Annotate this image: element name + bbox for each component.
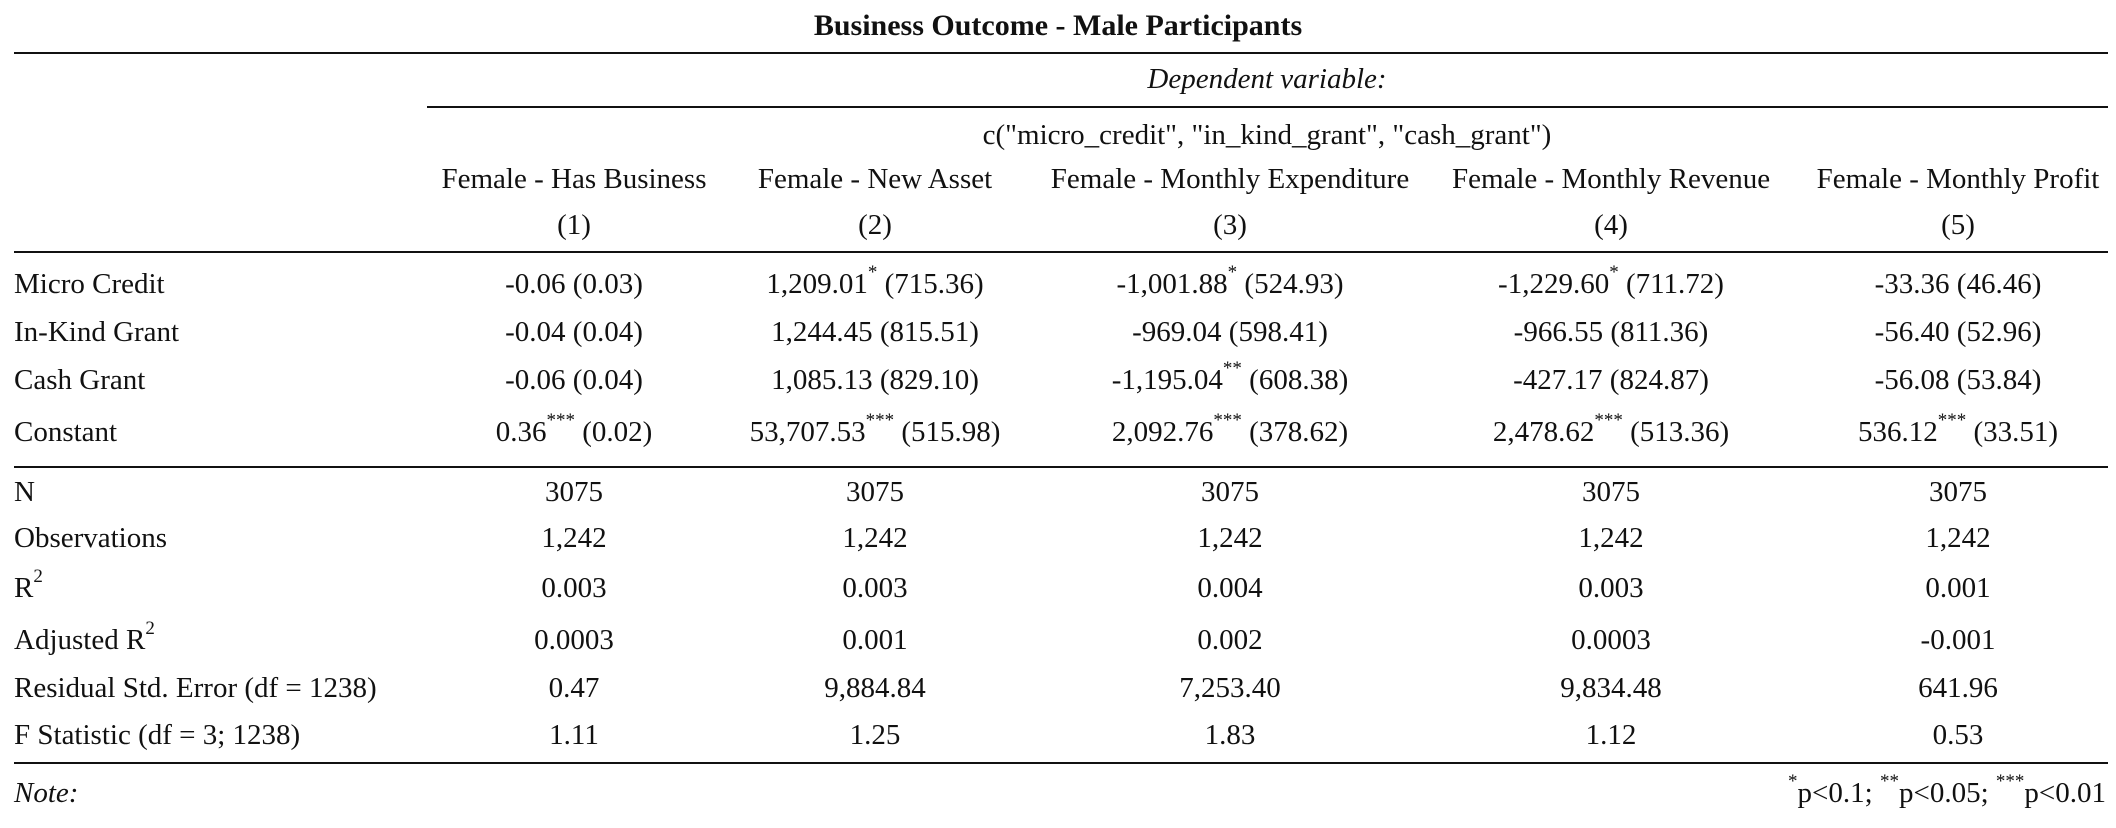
stat-cell: 3075 bbox=[1929, 476, 1987, 508]
stat-cell: 3075 bbox=[846, 476, 904, 508]
row-label-micro-credit: Micro Credit bbox=[14, 268, 165, 300]
stat-cell: 0.004 bbox=[1197, 572, 1263, 604]
significance-legend: *p<0.1; **p<0.05; ***p<0.01 bbox=[1788, 771, 2106, 809]
row-label-adjusted-r-squared: Adjusted R2 bbox=[14, 618, 155, 656]
coef-cell: -969.04 (598.41) bbox=[1132, 316, 1328, 348]
stat-cell: 0.53 bbox=[1932, 719, 1984, 751]
stat-cell: 3075 bbox=[545, 476, 603, 508]
row-label-cash-grant: Cash Grant bbox=[14, 364, 146, 396]
stat-cell: 9,884.84 bbox=[824, 672, 926, 704]
stat-cell: 0.0003 bbox=[534, 624, 614, 656]
coef-cell: -0.06 (0.03) bbox=[505, 268, 643, 300]
top-rule bbox=[14, 52, 2108, 54]
row-label-residual-std-error: Residual Std. Error (df = 1238) bbox=[14, 672, 377, 704]
column-number-5: (5) bbox=[1941, 209, 1975, 241]
column-header-2: Female - New Asset bbox=[757, 163, 993, 195]
row-label-f-statistic: F Statistic (df = 3; 1238) bbox=[14, 719, 301, 751]
note-label: Note: bbox=[14, 777, 79, 809]
stat-cell: 3075 bbox=[1201, 476, 1259, 508]
row-label-constant: Constant bbox=[14, 416, 118, 448]
stat-cell: 0.47 bbox=[548, 672, 600, 704]
stat-cell: 1.83 bbox=[1204, 719, 1256, 751]
coef-cell: 536.12*** (33.51) bbox=[1857, 410, 2059, 448]
coef-cell: 1,209.01* (715.36) bbox=[766, 262, 984, 300]
stat-cell: 0.003 bbox=[541, 572, 607, 604]
row-label-in-kind-grant: In-Kind Grant bbox=[14, 316, 180, 348]
stat-cell: 1,242 bbox=[842, 522, 908, 554]
row-label-r-squared: R2 bbox=[14, 566, 43, 604]
stat-cell: 0.002 bbox=[1197, 624, 1263, 656]
stat-cell: 1,242 bbox=[541, 522, 607, 554]
coef-cell: 2,092.76*** (378.62) bbox=[1111, 410, 1349, 448]
stat-cell: 0.003 bbox=[1578, 572, 1644, 604]
stat-cell: 1,242 bbox=[1578, 522, 1644, 554]
coef-cell: 1,244.45 (815.51) bbox=[771, 316, 979, 348]
column-header-3: Female - Monthly Expenditure bbox=[1050, 163, 1410, 195]
stat-cell: 1,242 bbox=[1197, 522, 1263, 554]
stat-cell: 641.96 bbox=[1918, 672, 1998, 704]
row-label-n: N bbox=[14, 476, 35, 508]
stat-cell: 0.003 bbox=[842, 572, 908, 604]
stat-cell: 0.001 bbox=[1925, 572, 1991, 604]
coef-cell: -33.36 (46.46) bbox=[1874, 268, 2042, 300]
column-number-3: (3) bbox=[1213, 209, 1247, 241]
row-label-observations: Observations bbox=[14, 522, 168, 554]
column-number-1: (1) bbox=[557, 209, 591, 241]
coef-cell: -0.04 (0.04) bbox=[505, 316, 643, 348]
header-rule bbox=[14, 251, 2108, 253]
column-header-1: Female - Has Business bbox=[441, 163, 707, 195]
stat-cell: 0.001 bbox=[842, 624, 908, 656]
coef-cell: -56.40 (52.96) bbox=[1874, 316, 2042, 348]
coef-cell: 2,478.62*** (513.36) bbox=[1492, 410, 1730, 448]
stat-cell: 1.12 bbox=[1585, 719, 1637, 751]
stat-cell: 7,253.40 bbox=[1179, 672, 1281, 704]
coef-cell: -1,195.04** (608.38) bbox=[1111, 358, 1349, 396]
dependent-variable-label: Dependent variable: bbox=[1147, 63, 1387, 95]
stat-cell: 9,834.48 bbox=[1560, 672, 1662, 704]
coef-cell: -56.08 (53.84) bbox=[1874, 364, 2042, 396]
bottom-rule bbox=[14, 762, 2108, 764]
stat-cell: 1,242 bbox=[1925, 522, 1991, 554]
column-number-2: (2) bbox=[858, 209, 892, 241]
column-header-4: Female - Monthly Revenue bbox=[1451, 163, 1771, 195]
stat-cell: 1.25 bbox=[849, 719, 901, 751]
stat-cell: 3075 bbox=[1582, 476, 1640, 508]
column-number-4: (4) bbox=[1594, 209, 1628, 241]
column-header-5: Female - Monthly Profit bbox=[1816, 163, 2100, 195]
coef-cell: -966.55 (811.36) bbox=[1513, 316, 1709, 348]
coef-cell: 0.36*** (0.02) bbox=[495, 410, 653, 448]
dependent-variable-name: c("micro_credit", "in_kind_grant", "cash… bbox=[982, 119, 1552, 151]
stat-cell: 0.0003 bbox=[1571, 624, 1651, 656]
stat-cell: 1.11 bbox=[549, 719, 599, 751]
stat-cell: -0.001 bbox=[1920, 624, 1996, 656]
coef-cell: -1,229.60* (711.72) bbox=[1498, 262, 1724, 300]
table-title: Business Outcome - Male Participants bbox=[813, 9, 1303, 42]
coef-cell: 53,707.53*** (515.98) bbox=[749, 410, 1001, 448]
coef-cell: -427.17 (824.87) bbox=[1513, 364, 1709, 396]
coefficients-rule bbox=[14, 466, 2108, 468]
coef-cell: -0.06 (0.04) bbox=[505, 364, 643, 396]
coef-cell: 1,085.13 (829.10) bbox=[771, 364, 979, 396]
dependent-variable-rule bbox=[427, 106, 2108, 108]
coef-cell: -1,001.88* (524.93) bbox=[1116, 262, 1344, 300]
